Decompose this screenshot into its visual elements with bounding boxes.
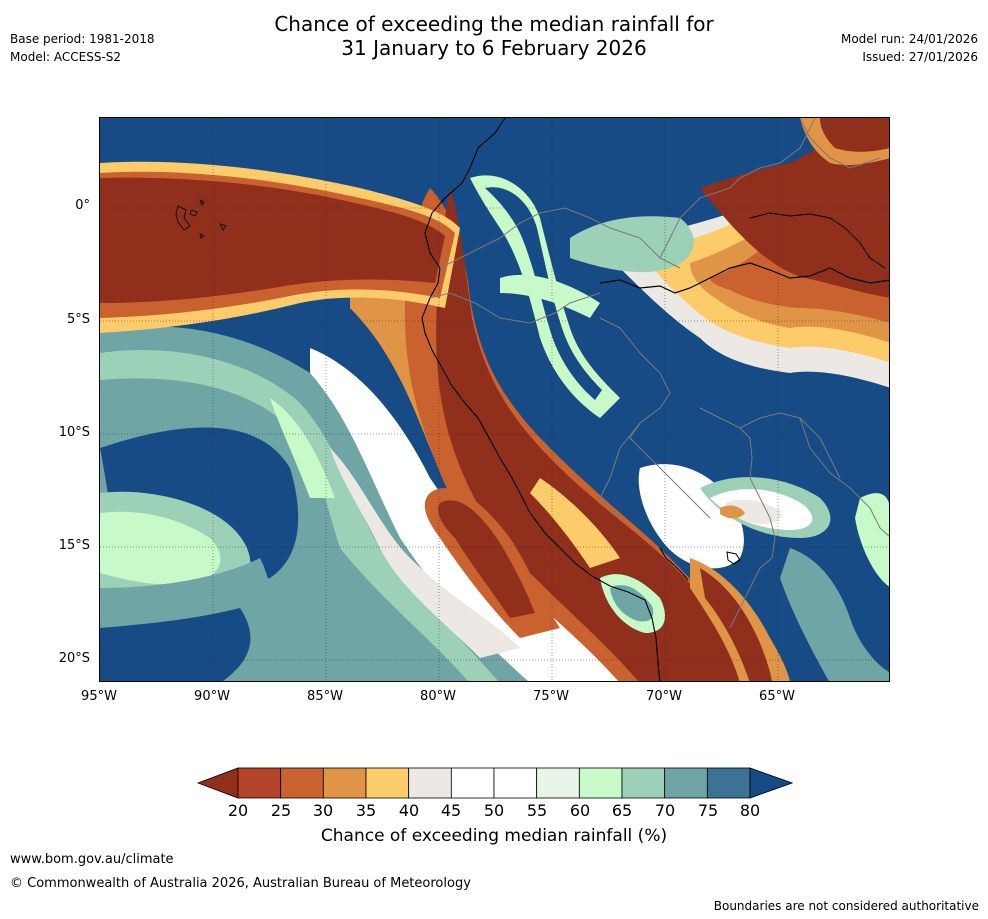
model-text: Model: ACCESS-S2 [10,50,122,64]
colorbar-tick-35: 35 [355,801,377,820]
map-title: Chance of exceeding the median rainfall … [194,12,794,60]
arica-coast [659,547,689,581]
colorbar-swatch [408,767,452,799]
colorbar-tick-40: 40 [398,801,420,820]
lon-label-75w: 75°W [533,689,569,704]
title-line-2: 31 January to 6 February 2026 [341,36,647,60]
colorbar-swatch [536,767,580,799]
negro-river [749,212,886,269]
lat-label-5s: 5°S [66,312,90,327]
footer-url[interactable]: www.bom.gov.au/climate [10,852,174,867]
colorbar-swatch [365,767,410,799]
colorbar-tick-50: 50 [483,801,505,820]
lon-label-70w: 70°W [646,689,682,704]
south-america-coastline [421,118,661,681]
colorbar-swatch [493,767,538,799]
lake-titicaca [726,551,741,565]
dry-northern-band [100,161,460,333]
lon-label-65w: 65°W [759,689,795,704]
lon-label-95w: 95°W [81,689,117,704]
amazon-river [599,262,889,294]
rainfall-map [99,117,890,682]
lon-label-80w: 80°W [420,689,456,704]
lon-label-85w: 85°W [307,689,343,704]
country-borders [429,118,889,629]
northern-wet-strip [470,175,694,418]
colorbar-title: Chance of exceeding median rainfall (%) [320,826,668,846]
lat-label-15s: 15°S [58,538,90,553]
issued-text: Issued: 27/01/2026 [862,50,978,64]
dry-coastal-band [350,188,779,681]
colorbar-tick-25: 25 [270,801,292,820]
colorbar-over-arrow [749,767,793,799]
colorbar-tick-75: 75 [697,801,719,820]
model-run-text: Model run: 24/01/2026 [840,32,978,46]
colorbar-tick-20: 20 [227,801,249,820]
title-line-1: Chance of exceeding the median rainfall … [274,12,714,36]
colorbar-swatch [621,767,666,799]
lat-label-10s: 10°S [58,425,90,440]
colorbar-swatch [664,767,708,799]
footer-copyright: © Commonwealth of Australia 2026, Austra… [10,876,471,891]
colorbar-tick-60: 60 [569,801,591,820]
colorbar-swatch [322,767,367,799]
colorbar-tick-55: 55 [526,801,548,820]
colorbar-swatch [706,767,751,799]
moisture-bands [100,326,639,681]
colorbar [197,767,793,799]
footer-disclaimer: Boundaries are not considered authoritat… [713,899,979,913]
colorbar-tick-80: 80 [739,801,761,820]
colorbar-under-arrow [197,767,239,799]
colorbar-tick-65: 65 [611,801,633,820]
colorbar-tick-70: 70 [654,801,676,820]
colorbar-swatches [237,767,751,799]
colorbar-swatch [450,767,495,799]
colorbar-swatch [578,767,623,799]
colorbar-swatch [280,767,324,799]
lon-label-90w: 90°W [194,689,230,704]
galapagos-islands [175,199,227,239]
lat-label-0: 0° [75,198,90,213]
colorbar-swatch [237,767,282,799]
colorbar-tick-30: 30 [312,801,334,820]
lat-label-20s: 20°S [58,651,90,666]
base-period-text: Base period: 1981-2018 [10,32,155,46]
rainfall-map-svg [100,118,889,681]
colorbar-tick-45: 45 [440,801,462,820]
